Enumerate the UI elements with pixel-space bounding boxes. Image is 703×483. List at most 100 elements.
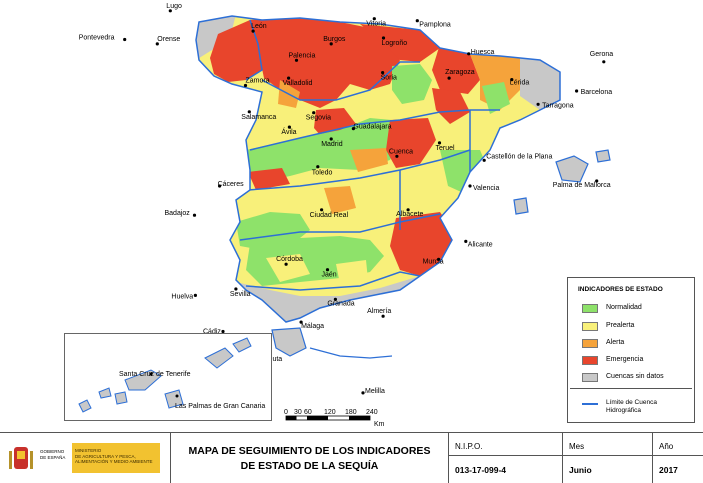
legend-divider <box>570 388 692 389</box>
city-marker-huesca <box>467 52 471 56</box>
city-label-huelva: Huelva <box>171 293 193 300</box>
scale-tick-60: 60 <box>304 409 312 416</box>
footer-anio-divider <box>653 455 703 456</box>
city-label-almeria: Almería <box>367 308 391 315</box>
city-label-zaragoza: Zaragoza <box>445 69 475 76</box>
basin-ebro-normalidad <box>392 64 432 104</box>
scale-unit: Km <box>374 421 385 428</box>
basin-minho-emergencia <box>210 20 262 82</box>
legend-swatch-emergencia <box>582 356 598 365</box>
city-marker-castellon-de-la-plana <box>482 158 486 162</box>
footer-mes-value: Junio <box>569 465 592 475</box>
city-marker-toledo <box>316 165 320 169</box>
basin-caceres-emergencia <box>248 168 290 190</box>
city-marker-malaga <box>299 320 303 324</box>
footer-nipo-divider <box>449 455 562 456</box>
legend-item-prealerta: Prealerta <box>582 322 702 334</box>
city-label-las-palmas: Las Palmas de Gran Canaria <box>175 403 265 410</box>
footer-anio-cell: Año 2017 <box>652 433 703 483</box>
scale-tick-240: 240 <box>366 409 378 416</box>
gov-label: GOBIERNO DE ESPAÑA <box>40 449 65 460</box>
footer-nipo-label: N.I.P.O. <box>455 442 483 451</box>
city-marker-cadiz <box>221 329 225 334</box>
footer-nipo-value: 013-17-099-4 <box>455 465 507 475</box>
city-label-cadiz: Cádiz <box>203 329 221 336</box>
legend-label-normalidad: Normalidad <box>606 304 642 311</box>
city-label-melilla: Melilla <box>365 388 385 395</box>
city-marker-albacete <box>406 208 410 212</box>
legend-item-normalidad: Normalidad <box>582 304 702 316</box>
city-marker-burgos <box>329 42 333 46</box>
basin-south-nodata <box>236 276 430 322</box>
legend-swatch-alerta <box>582 339 598 348</box>
city-label-castellon-de-la-plana: Castellón de la Plana <box>486 153 552 160</box>
legend-label-prealerta: Prealerta <box>606 322 635 329</box>
legend-label-limite-1: Límite de Cuenca <box>606 399 657 406</box>
ministry-label-2: DE AGRICULTURA Y PESCA, <box>75 453 136 459</box>
city-label-lerida: Lérida <box>510 80 530 87</box>
city-marker-badajoz <box>192 213 197 217</box>
legend-line-limite <box>582 403 598 405</box>
legend-item-limite: Límite de Cuenca Hidrográfica <box>582 399 702 421</box>
basin-catalonia-nodata <box>520 56 560 110</box>
drought-map: La CoruñaLugoOviedoSantanderBilbaoSan Se… <box>78 2 614 395</box>
city-marker-huelva <box>193 293 197 297</box>
basin-tajo-alerta <box>350 148 388 172</box>
city-label-badajoz: Badajoz <box>165 210 191 217</box>
canary-islands-map: Santa Cruz de Tenerife Las Palmas de Gra… <box>78 337 265 413</box>
city-marker-palma-de-mallorca <box>595 179 599 183</box>
city-label-valencia: Valencia <box>473 185 499 192</box>
footer-mes-label: Mes <box>569 442 585 451</box>
city-marker-madrid <box>329 137 333 141</box>
city-label-zamora: Zamora <box>246 78 270 85</box>
basin-aragon-emergencia <box>432 88 470 124</box>
city-label-tarragona: Tarragona <box>542 102 574 109</box>
city-marker-valencia <box>468 184 472 188</box>
city-label-jaen: Jaén <box>322 272 337 279</box>
footer-title-2: DE ESTADO DE LA SEQUÍA <box>240 460 379 472</box>
city-marker-alicante <box>464 239 468 243</box>
city-marker-cuenca <box>395 154 399 158</box>
ministry-label-3: ALIMENTACIÓN Y MEDIO AMBIENTE <box>75 459 153 464</box>
city-label-cordoba: Córdoba <box>276 256 303 263</box>
city-marker-soria <box>381 71 385 75</box>
city-label-caceres: Cáceres <box>218 181 245 188</box>
gov-label-1: GOBIERNO <box>40 449 65 454</box>
legend-label-alerta: Alerta <box>606 339 625 346</box>
city-label-albacete: Albacete <box>396 211 423 218</box>
city-label-malaga: Málaga <box>301 323 324 330</box>
city-label-avila: Ávila <box>281 127 296 136</box>
city-label-valladolid: Valladolid <box>283 80 313 87</box>
city-marker-teruel <box>437 141 442 145</box>
legend: INDICADORES DE ESTADO Normalidad Prealer… <box>567 277 695 423</box>
basin-ebro-emergencia <box>432 44 480 94</box>
footer-logo-cell: GOBIERNO DE ESPAÑA MINISTERIO DE AGRICUL… <box>0 433 170 483</box>
city-marker-valladolid <box>287 76 291 80</box>
gov-label-2: DE ESPAÑA <box>40 454 66 460</box>
city-marker-avila <box>287 125 291 129</box>
basin-cantabrico-emergencia <box>360 24 440 62</box>
city-label-cuenca: Cuenca <box>389 148 413 155</box>
footer-mes-divider <box>563 455 652 456</box>
city-label-murcia: Murcia <box>423 258 444 265</box>
legend-swatch-normalidad <box>582 304 598 313</box>
city-label-toledo: Toledo <box>312 170 333 177</box>
city-label-salamanca: Salamanca <box>241 114 276 121</box>
legend-item-sin-datos: Cuencas sin datos <box>582 373 702 385</box>
ceuta-nodata <box>271 327 307 357</box>
footer: GOBIERNO DE ESPAÑA MINISTERIO DE AGRICUL… <box>0 432 703 483</box>
basin-galicia-nodata <box>196 16 236 60</box>
city-marker-jaen <box>325 268 330 272</box>
legend-swatch-prealerta <box>582 322 598 331</box>
city-label-teruel: Teruel <box>436 145 456 152</box>
city-marker-logrono <box>381 36 386 40</box>
scale-tick-30: 30 <box>294 409 302 416</box>
city-marker-pontevedra <box>123 37 127 42</box>
legend-title: INDICADORES DE ESTADO <box>578 286 663 293</box>
legend-label-sin-datos: Cuencas sin datos <box>606 373 664 380</box>
scale-bar: 0 30 60 120 180 240 Km <box>282 408 392 435</box>
city-marker-guadalajara <box>351 127 355 131</box>
basin-cuenca-emergencia <box>386 118 436 168</box>
balearic-islands <box>513 149 611 215</box>
legend-label-limite-2: Hidrográfica <box>606 407 642 414</box>
